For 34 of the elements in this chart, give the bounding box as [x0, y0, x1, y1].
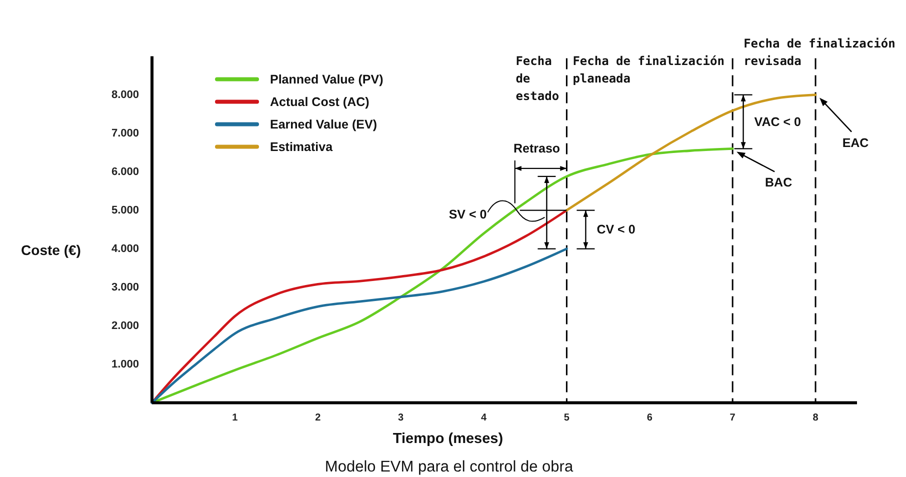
legend-label: Planned Value (PV): [270, 72, 384, 86]
annotation: CV < 0: [596, 222, 636, 237]
annotation: SV < 0: [448, 207, 487, 222]
x-tick-label: 5: [564, 412, 570, 424]
annotation: BAC: [765, 176, 792, 190]
y-tick-label: 6.000: [111, 166, 139, 178]
x-tick-label: 6: [646, 412, 653, 424]
legend-label: Estimativa: [270, 140, 334, 154]
x-tick-label: 1: [232, 412, 238, 424]
annotation: VAC < 0: [754, 114, 801, 129]
legend-label: Actual Cost (AC): [270, 94, 370, 109]
x-axis-title: Tiempo (meses): [392, 431, 504, 447]
x-tick-label: 3: [398, 412, 404, 424]
y-axis-title: Coste (€): [21, 242, 81, 258]
x-tick-label: 4: [480, 412, 487, 424]
ref-line-label: Fecha de finalización revisada: [744, 36, 896, 68]
line-series: [566, 94, 817, 212]
x-tick-label: 7: [730, 412, 736, 424]
ref-line-label: Fecha de estado: [516, 54, 560, 103]
x-tick-label: 2: [315, 412, 322, 424]
y-tick-label: 2.000: [111, 320, 139, 332]
text: Modelo EVM para el control de obra: [324, 458, 574, 476]
x-tick-label: 8: [812, 412, 819, 424]
annotation: EAC: [842, 136, 869, 150]
y-tick-label: 4.000: [111, 242, 139, 255]
line-series: [150, 248, 568, 404]
annotation: Retraso: [514, 141, 560, 156]
y-tick-label: 1.000: [111, 358, 139, 370]
y-tick-label: 7.000: [111, 127, 139, 140]
y-tick-label: 3.000: [111, 281, 139, 294]
y-tick-label: 5.000: [111, 204, 139, 216]
ref-line-label: Fecha de finalización planeada: [572, 54, 724, 86]
y-tick-label: 8.000: [111, 88, 139, 101]
legend-label: Earned Value (EV): [270, 117, 377, 132]
